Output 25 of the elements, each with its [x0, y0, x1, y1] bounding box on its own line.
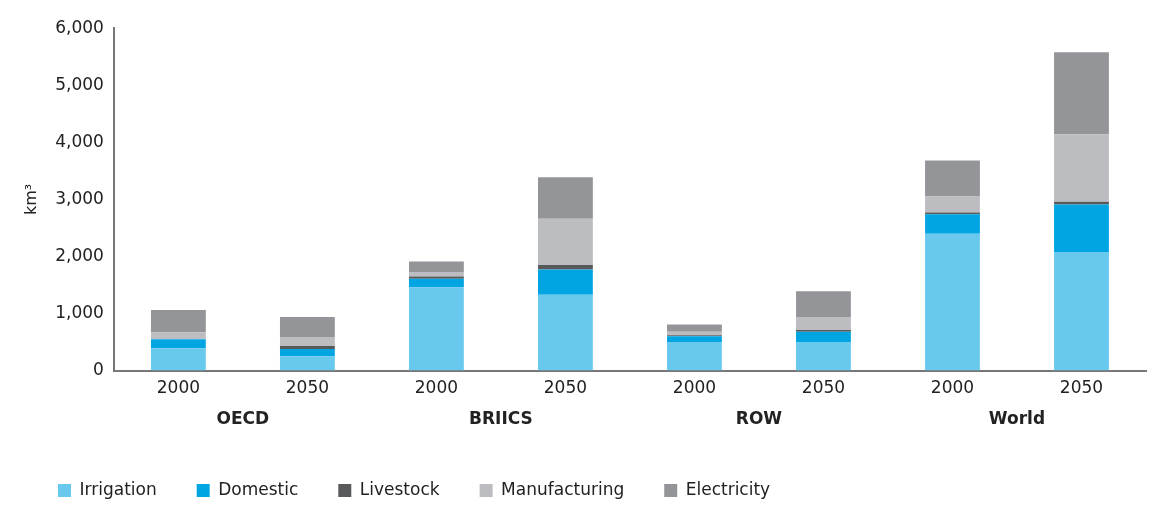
x-tick-label: 2050 [801, 377, 846, 398]
text: ROW [735, 407, 783, 428]
legend-label: Irrigation [79, 478, 157, 499]
text: BRIICS [469, 407, 533, 428]
y-tick-label: 4,000 [55, 130, 104, 151]
y-tick-label: 0 [93, 359, 104, 380]
y-tick-label: 6,000 [55, 16, 104, 37]
x-tick-label: 2050 [543, 377, 588, 398]
x-tick-label: 2050 [1059, 377, 1104, 398]
x-tick-label: 2000 [414, 377, 459, 398]
x-tick-label: 2000 [672, 377, 717, 398]
x-tick-label: 2000 [156, 377, 201, 398]
y-tick-label: 3,000 [55, 187, 104, 208]
legend-label: Livestock [359, 478, 440, 499]
text: World [988, 407, 1046, 428]
x-tick-label: 2000 [930, 377, 975, 398]
x-tick-label: 2050 [285, 377, 330, 398]
legend-label: Manufacturing [501, 478, 625, 499]
legend-label: Domestic [218, 478, 299, 499]
legend-label: Electricity [685, 478, 771, 499]
y-axis-title: km³ [20, 183, 40, 216]
y-tick-label: 2,000 [55, 244, 104, 265]
y-tick-label: 1,000 [55, 301, 104, 322]
text: OECD [216, 407, 270, 428]
y-tick-label: 5,000 [55, 73, 104, 94]
